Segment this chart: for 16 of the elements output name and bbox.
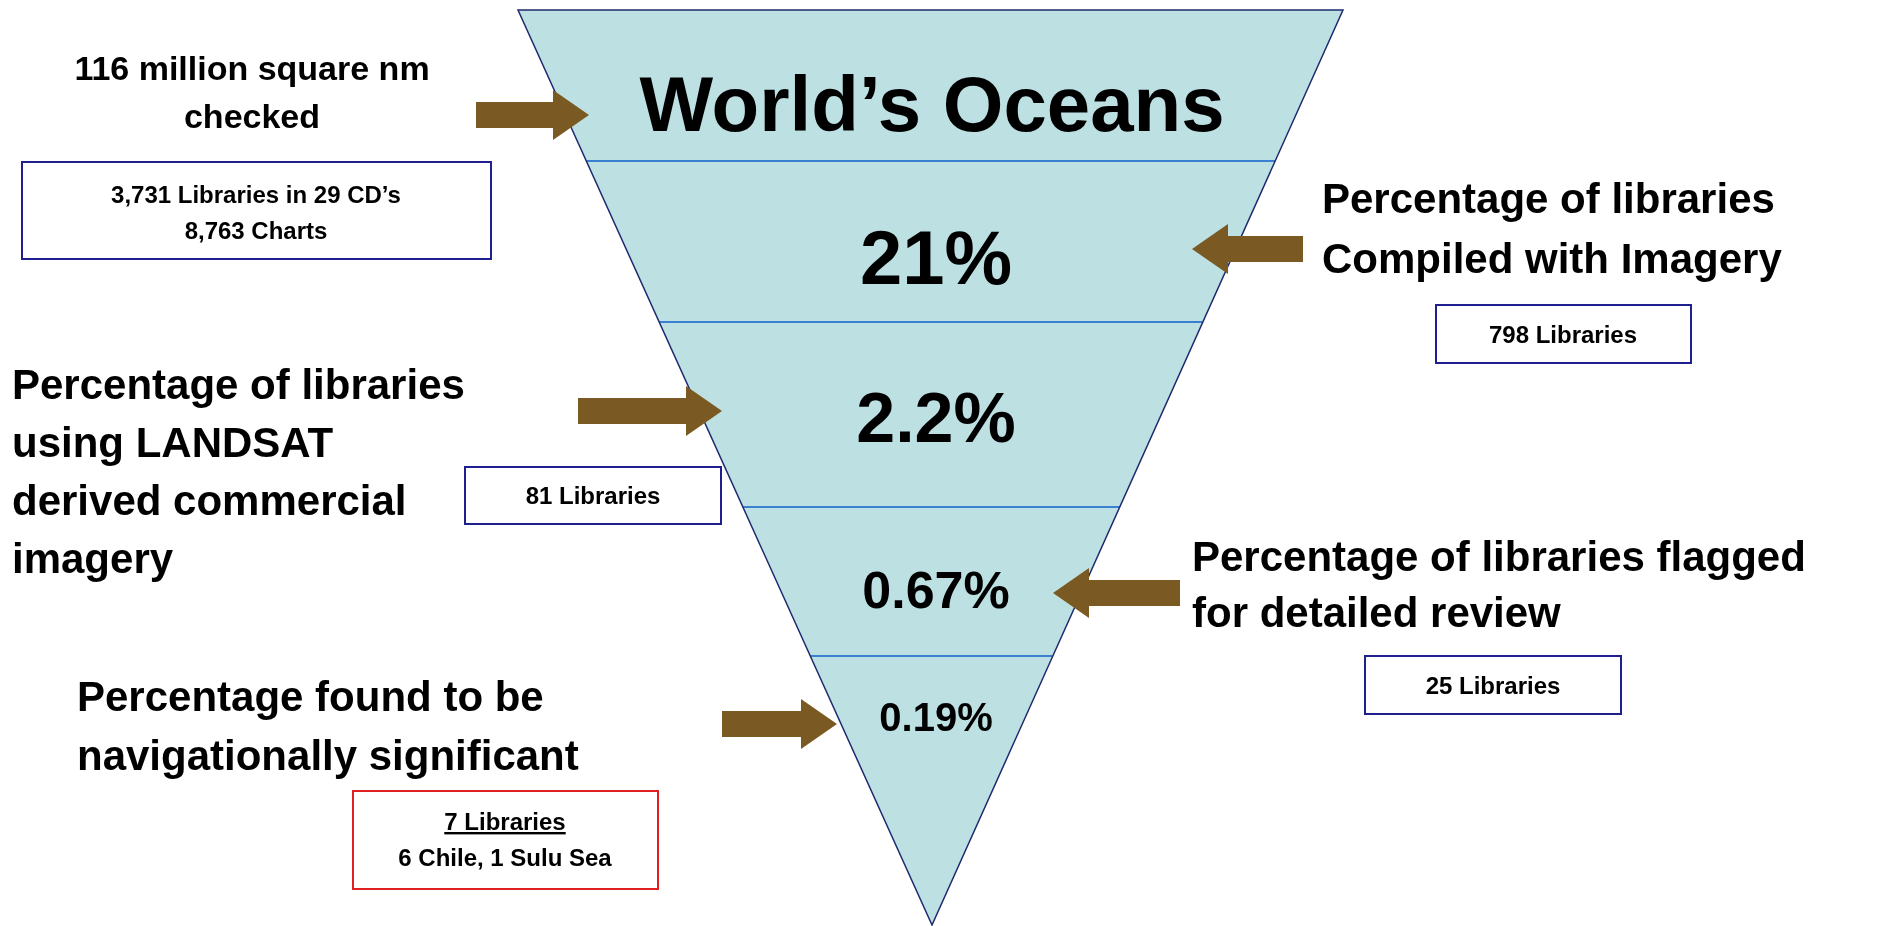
text: Percentage of libraries using LANDSAT derived commercial imagery (12, 361, 465, 582)
text: 6 Chile, 1 Sulu Sea (398, 844, 613, 871)
text: 3,731 Libraries in 29 CD’s 8,763 Charts (111, 181, 401, 244)
text: 116 million square nm checked (74, 49, 430, 135)
data-label: 0.67% (862, 561, 1010, 619)
text: World’s Oceans (639, 60, 1225, 148)
text: Percentage of libraries flagged for detailed review (1192, 533, 1806, 636)
data-label: 2.2% (856, 379, 1016, 457)
text: Percentage of libraries Compiled with Imagery (1322, 175, 1783, 282)
data-label: 21% (859, 215, 1013, 300)
text: Percentage found to be navigationally significant (77, 673, 579, 779)
data-label: 0.19% (879, 695, 993, 739)
text: 25 Libraries (1425, 672, 1561, 699)
text: 7 Libraries (444, 808, 566, 835)
text: 798 Libraries (1488, 321, 1638, 348)
text: 81 Libraries (525, 482, 661, 509)
